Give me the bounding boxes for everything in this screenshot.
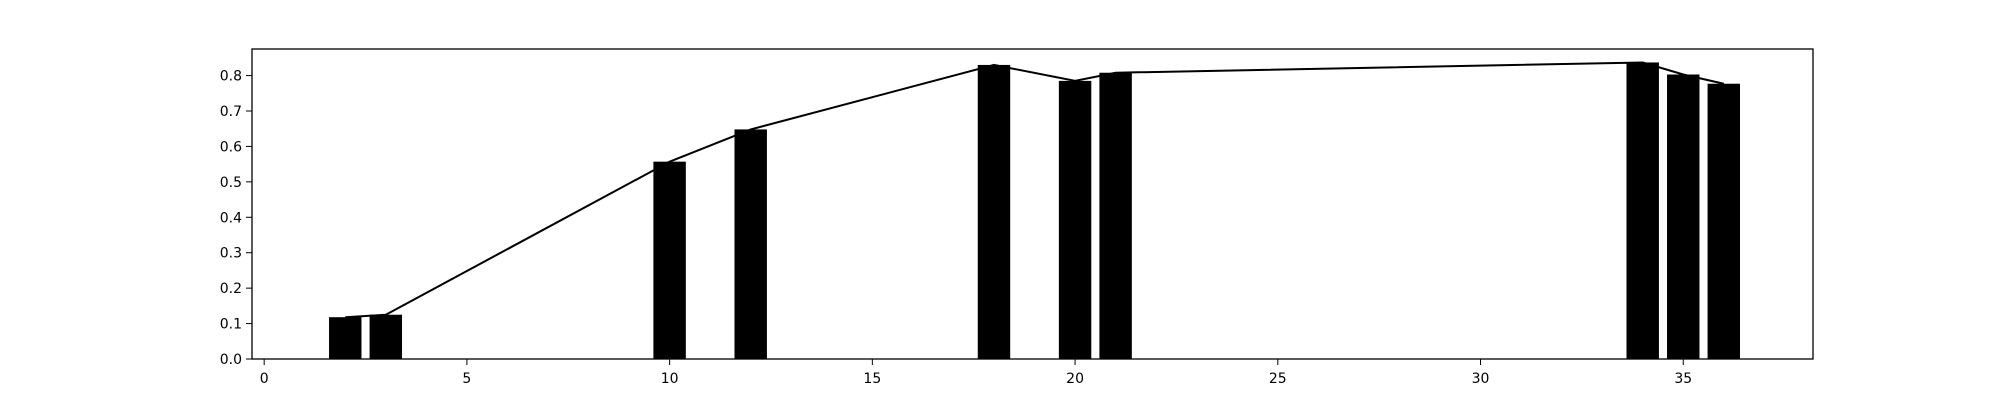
bar-4	[977, 64, 1011, 359]
y-tick-label-0: 0.0	[220, 352, 242, 368]
y-tick-label-8: 0.8	[220, 69, 242, 85]
y-tick-label-7: 0.7	[220, 104, 242, 120]
x-tick-label-1: 5	[462, 371, 471, 387]
bar-3	[734, 129, 767, 359]
x-tick-label-0: 0	[260, 371, 269, 387]
series-line	[345, 61, 1725, 319]
bar-9	[1707, 83, 1741, 359]
y-tick-label-2: 0.2	[220, 281, 242, 297]
bar-0	[329, 317, 362, 359]
y-tick-label-6: 0.6	[220, 139, 242, 155]
x-tick-label-2: 10	[661, 371, 679, 387]
x-tick-label-6: 30	[1472, 371, 1490, 387]
bar-1	[369, 314, 403, 359]
y-tick-label-3: 0.3	[220, 246, 242, 262]
x-tick-label-5: 25	[1269, 371, 1287, 387]
bar-7	[1626, 62, 1659, 359]
ticks-layer: 0 5 10 15 20 25 30 35 0.0 0.1 0.2 0.3 0.4 0.5 0.6 0.7 0.…	[220, 69, 1692, 387]
y-tick-label-5: 0.5	[220, 175, 242, 191]
bar-6	[1099, 72, 1132, 359]
bar-2	[653, 161, 686, 359]
line-layer	[345, 61, 1725, 319]
plot-frame	[251, 48, 1814, 360]
axes-layer	[251, 48, 1814, 360]
bar-5	[1058, 80, 1092, 359]
x-tick-label-7: 35	[1674, 371, 1692, 387]
y-tick-label-4: 0.4	[220, 210, 242, 226]
y-tick-label-1: 0.1	[220, 317, 242, 333]
bar-8	[1667, 74, 1700, 359]
bars-layer	[329, 62, 1741, 359]
x-tick-label-4: 20	[1066, 371, 1084, 387]
x-tick-label-3: 15	[863, 371, 881, 387]
